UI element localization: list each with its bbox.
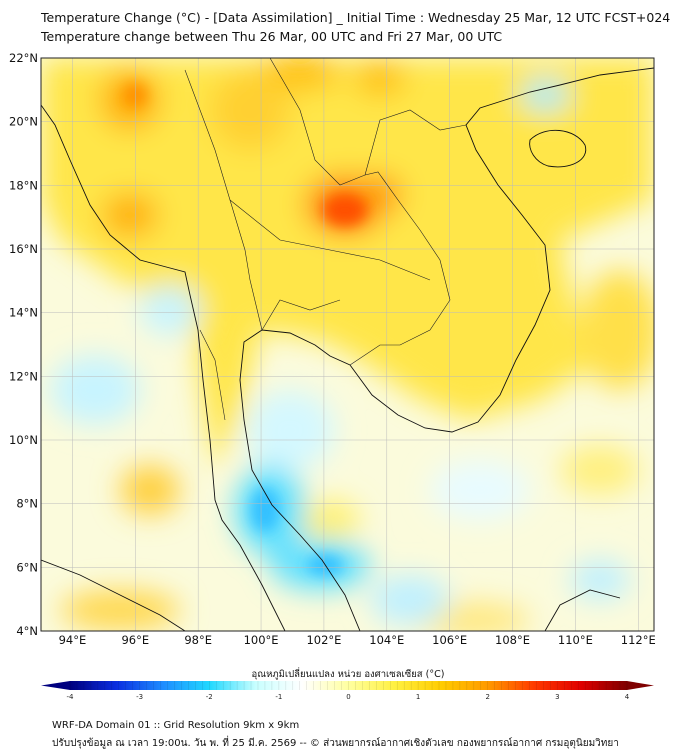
lat-tick-label: 12°N [9, 369, 38, 383]
lon-tick-label: 106°E [432, 633, 467, 647]
colorbar-min-extend [41, 681, 70, 690]
lon-tick-label: 104°E [369, 633, 404, 647]
latitude-labels: 4°N 6°N 8°N 10°N 12°N 14°N 16°N 18°N 20°N 22°N [9, 51, 38, 638]
lat-tick-label: 18°N [9, 178, 38, 192]
lon-tick-label: 108°E [495, 633, 530, 647]
lon-tick-label: 102°E [306, 633, 341, 647]
coastlines [41, 67, 654, 631]
lat-tick-label: 14°N [9, 306, 38, 320]
colorbar-tick-label: -2 [206, 693, 213, 700]
lat-tick-label: 6°N [16, 560, 38, 574]
colorbar-gradient [70, 681, 627, 690]
chart-title: Temperature Change (°C) - [Data Assimila… [41, 10, 671, 25]
lat-tick-label: 16°N [9, 242, 38, 256]
colorbar-tick-label: 1 [416, 693, 420, 700]
footer-model-info: WRF-DA Domain 01 :: Grid Resolution 9km … [52, 720, 300, 731]
lat-tick-label: 20°N [9, 115, 38, 129]
lon-tick-label: 100°E [244, 633, 279, 647]
lon-tick-label: 96°E [121, 633, 149, 647]
lon-tick-label: 94°E [59, 633, 87, 647]
colorbar-tick-label: -4 [67, 693, 75, 700]
lon-tick-label: 112°E [621, 633, 656, 647]
lon-tick-label: 110°E [558, 633, 593, 647]
colorbar-tick-label: 3 [555, 693, 559, 700]
field-layer [41, 58, 654, 631]
colorbar-tick-label: -3 [136, 693, 143, 700]
colorbar-label: อุณหภูมิเปลี่ยนแปลง หน่วย องศาเซลเซียส (… [251, 669, 445, 680]
lat-tick-label: 22°N [9, 51, 38, 65]
lon-tick-label: 98°E [184, 633, 212, 647]
lat-tick-label: 8°N [16, 497, 38, 511]
lat-tick-label: 10°N [9, 433, 38, 447]
colorbar-max-extend [627, 681, 654, 690]
longitude-labels: 94°E 96°E 98°E 100°E 102°E 104°E 106°E 108°E 110… [59, 633, 656, 647]
colorbar-tick-label: 2 [486, 693, 490, 700]
temperature-change-map: 4°N 6°N 8°N 10°N 12°N 14°N 16°N 18°N 20°N 22°N 94… [9, 51, 656, 700]
lat-tick-label: 4°N [16, 624, 38, 638]
borders [184, 58, 467, 421]
map-frame [40, 57, 655, 632]
chart-subtitle: Temperature change between Thu 26 Mar, 0… [41, 29, 503, 44]
colorbar: -4 -3 -2 -1 0 1 2 3 4 [41, 681, 654, 700]
colorbar-tick-label: -1 [275, 693, 282, 700]
colorbar-tick-label: 0 [346, 693, 350, 700]
colorbar-tick-label: 4 [625, 693, 630, 700]
gridlines [41, 58, 654, 631]
footer-credit: ปรับปรุงข้อมูล ณ เวลา 19:00น. วัน พ. ที่… [52, 738, 619, 749]
